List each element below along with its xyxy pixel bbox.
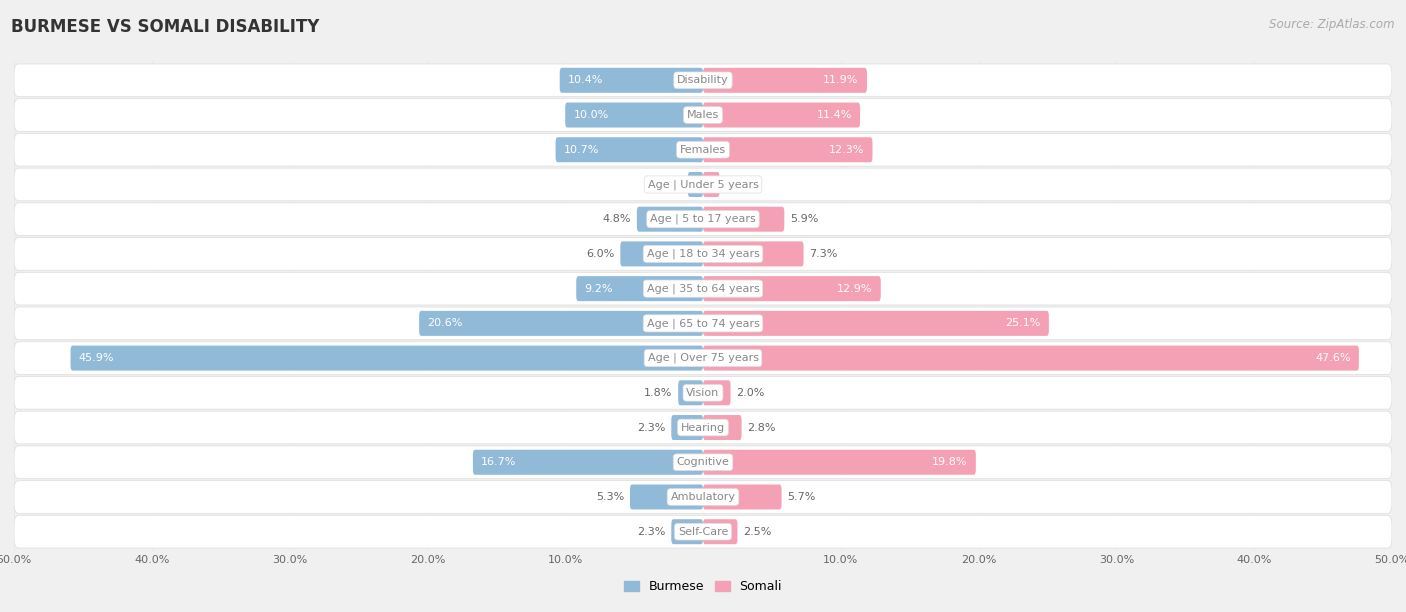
FancyBboxPatch shape <box>14 99 1392 132</box>
FancyBboxPatch shape <box>14 446 1392 479</box>
FancyBboxPatch shape <box>703 137 873 162</box>
FancyBboxPatch shape <box>703 380 731 405</box>
Text: Source: ZipAtlas.com: Source: ZipAtlas.com <box>1270 18 1395 31</box>
Text: 5.3%: 5.3% <box>596 492 624 502</box>
FancyBboxPatch shape <box>576 276 703 301</box>
FancyBboxPatch shape <box>14 341 1392 375</box>
FancyBboxPatch shape <box>419 311 703 336</box>
FancyBboxPatch shape <box>678 380 703 405</box>
FancyBboxPatch shape <box>14 515 1392 548</box>
FancyBboxPatch shape <box>14 376 1392 409</box>
FancyBboxPatch shape <box>14 168 1392 201</box>
Text: Males: Males <box>688 110 718 120</box>
FancyBboxPatch shape <box>555 137 703 162</box>
Text: Age | 5 to 17 years: Age | 5 to 17 years <box>650 214 756 225</box>
FancyBboxPatch shape <box>703 172 720 197</box>
FancyBboxPatch shape <box>688 172 703 197</box>
FancyBboxPatch shape <box>703 346 1358 371</box>
Text: 2.3%: 2.3% <box>637 422 666 433</box>
Text: 10.7%: 10.7% <box>564 145 599 155</box>
FancyBboxPatch shape <box>472 450 703 475</box>
Text: 20.6%: 20.6% <box>427 318 463 329</box>
Text: 10.0%: 10.0% <box>574 110 609 120</box>
Text: 1.2%: 1.2% <box>725 179 754 190</box>
Text: Disability: Disability <box>678 75 728 85</box>
FancyBboxPatch shape <box>70 346 703 371</box>
Text: 2.3%: 2.3% <box>637 527 666 537</box>
FancyBboxPatch shape <box>703 68 868 93</box>
Text: Age | Under 5 years: Age | Under 5 years <box>648 179 758 190</box>
Text: 1.1%: 1.1% <box>654 179 682 190</box>
Text: Ambulatory: Ambulatory <box>671 492 735 502</box>
Text: 9.2%: 9.2% <box>585 283 613 294</box>
Text: 2.8%: 2.8% <box>747 422 776 433</box>
FancyBboxPatch shape <box>703 276 880 301</box>
Text: 11.4%: 11.4% <box>817 110 852 120</box>
Text: 7.3%: 7.3% <box>808 249 838 259</box>
Text: BURMESE VS SOMALI DISABILITY: BURMESE VS SOMALI DISABILITY <box>11 18 319 36</box>
Text: 5.9%: 5.9% <box>790 214 818 224</box>
FancyBboxPatch shape <box>703 241 804 266</box>
Text: Age | 18 to 34 years: Age | 18 to 34 years <box>647 248 759 259</box>
FancyBboxPatch shape <box>14 237 1392 271</box>
Text: 2.0%: 2.0% <box>737 388 765 398</box>
FancyBboxPatch shape <box>14 64 1392 97</box>
FancyBboxPatch shape <box>565 103 703 127</box>
FancyBboxPatch shape <box>14 411 1392 444</box>
FancyBboxPatch shape <box>14 133 1392 166</box>
Text: Hearing: Hearing <box>681 422 725 433</box>
FancyBboxPatch shape <box>671 415 703 440</box>
Legend: Burmese, Somali: Burmese, Somali <box>619 575 787 599</box>
Text: 1.8%: 1.8% <box>644 388 672 398</box>
Text: 6.0%: 6.0% <box>586 249 614 259</box>
FancyBboxPatch shape <box>703 103 860 127</box>
FancyBboxPatch shape <box>14 307 1392 340</box>
Text: 11.9%: 11.9% <box>824 75 859 85</box>
Text: 12.3%: 12.3% <box>828 145 865 155</box>
Text: Self-Care: Self-Care <box>678 527 728 537</box>
Text: 4.8%: 4.8% <box>603 214 631 224</box>
FancyBboxPatch shape <box>703 207 785 232</box>
FancyBboxPatch shape <box>14 272 1392 305</box>
Text: 10.4%: 10.4% <box>568 75 603 85</box>
Text: 25.1%: 25.1% <box>1005 318 1040 329</box>
FancyBboxPatch shape <box>703 311 1049 336</box>
Text: Cognitive: Cognitive <box>676 457 730 467</box>
FancyBboxPatch shape <box>560 68 703 93</box>
FancyBboxPatch shape <box>630 485 703 509</box>
Text: Females: Females <box>681 145 725 155</box>
Text: Age | 35 to 64 years: Age | 35 to 64 years <box>647 283 759 294</box>
FancyBboxPatch shape <box>703 415 741 440</box>
Text: 45.9%: 45.9% <box>79 353 114 363</box>
Text: 5.7%: 5.7% <box>787 492 815 502</box>
Text: Vision: Vision <box>686 388 720 398</box>
FancyBboxPatch shape <box>620 241 703 266</box>
Text: 16.7%: 16.7% <box>481 457 516 467</box>
Text: 12.9%: 12.9% <box>837 283 873 294</box>
FancyBboxPatch shape <box>14 203 1392 236</box>
Text: 47.6%: 47.6% <box>1315 353 1351 363</box>
FancyBboxPatch shape <box>637 207 703 232</box>
Text: Age | Over 75 years: Age | Over 75 years <box>648 353 758 364</box>
Text: 19.8%: 19.8% <box>932 457 967 467</box>
FancyBboxPatch shape <box>14 480 1392 513</box>
FancyBboxPatch shape <box>703 485 782 509</box>
FancyBboxPatch shape <box>703 519 738 544</box>
Text: 2.5%: 2.5% <box>742 527 772 537</box>
FancyBboxPatch shape <box>671 519 703 544</box>
FancyBboxPatch shape <box>703 450 976 475</box>
Text: Age | 65 to 74 years: Age | 65 to 74 years <box>647 318 759 329</box>
